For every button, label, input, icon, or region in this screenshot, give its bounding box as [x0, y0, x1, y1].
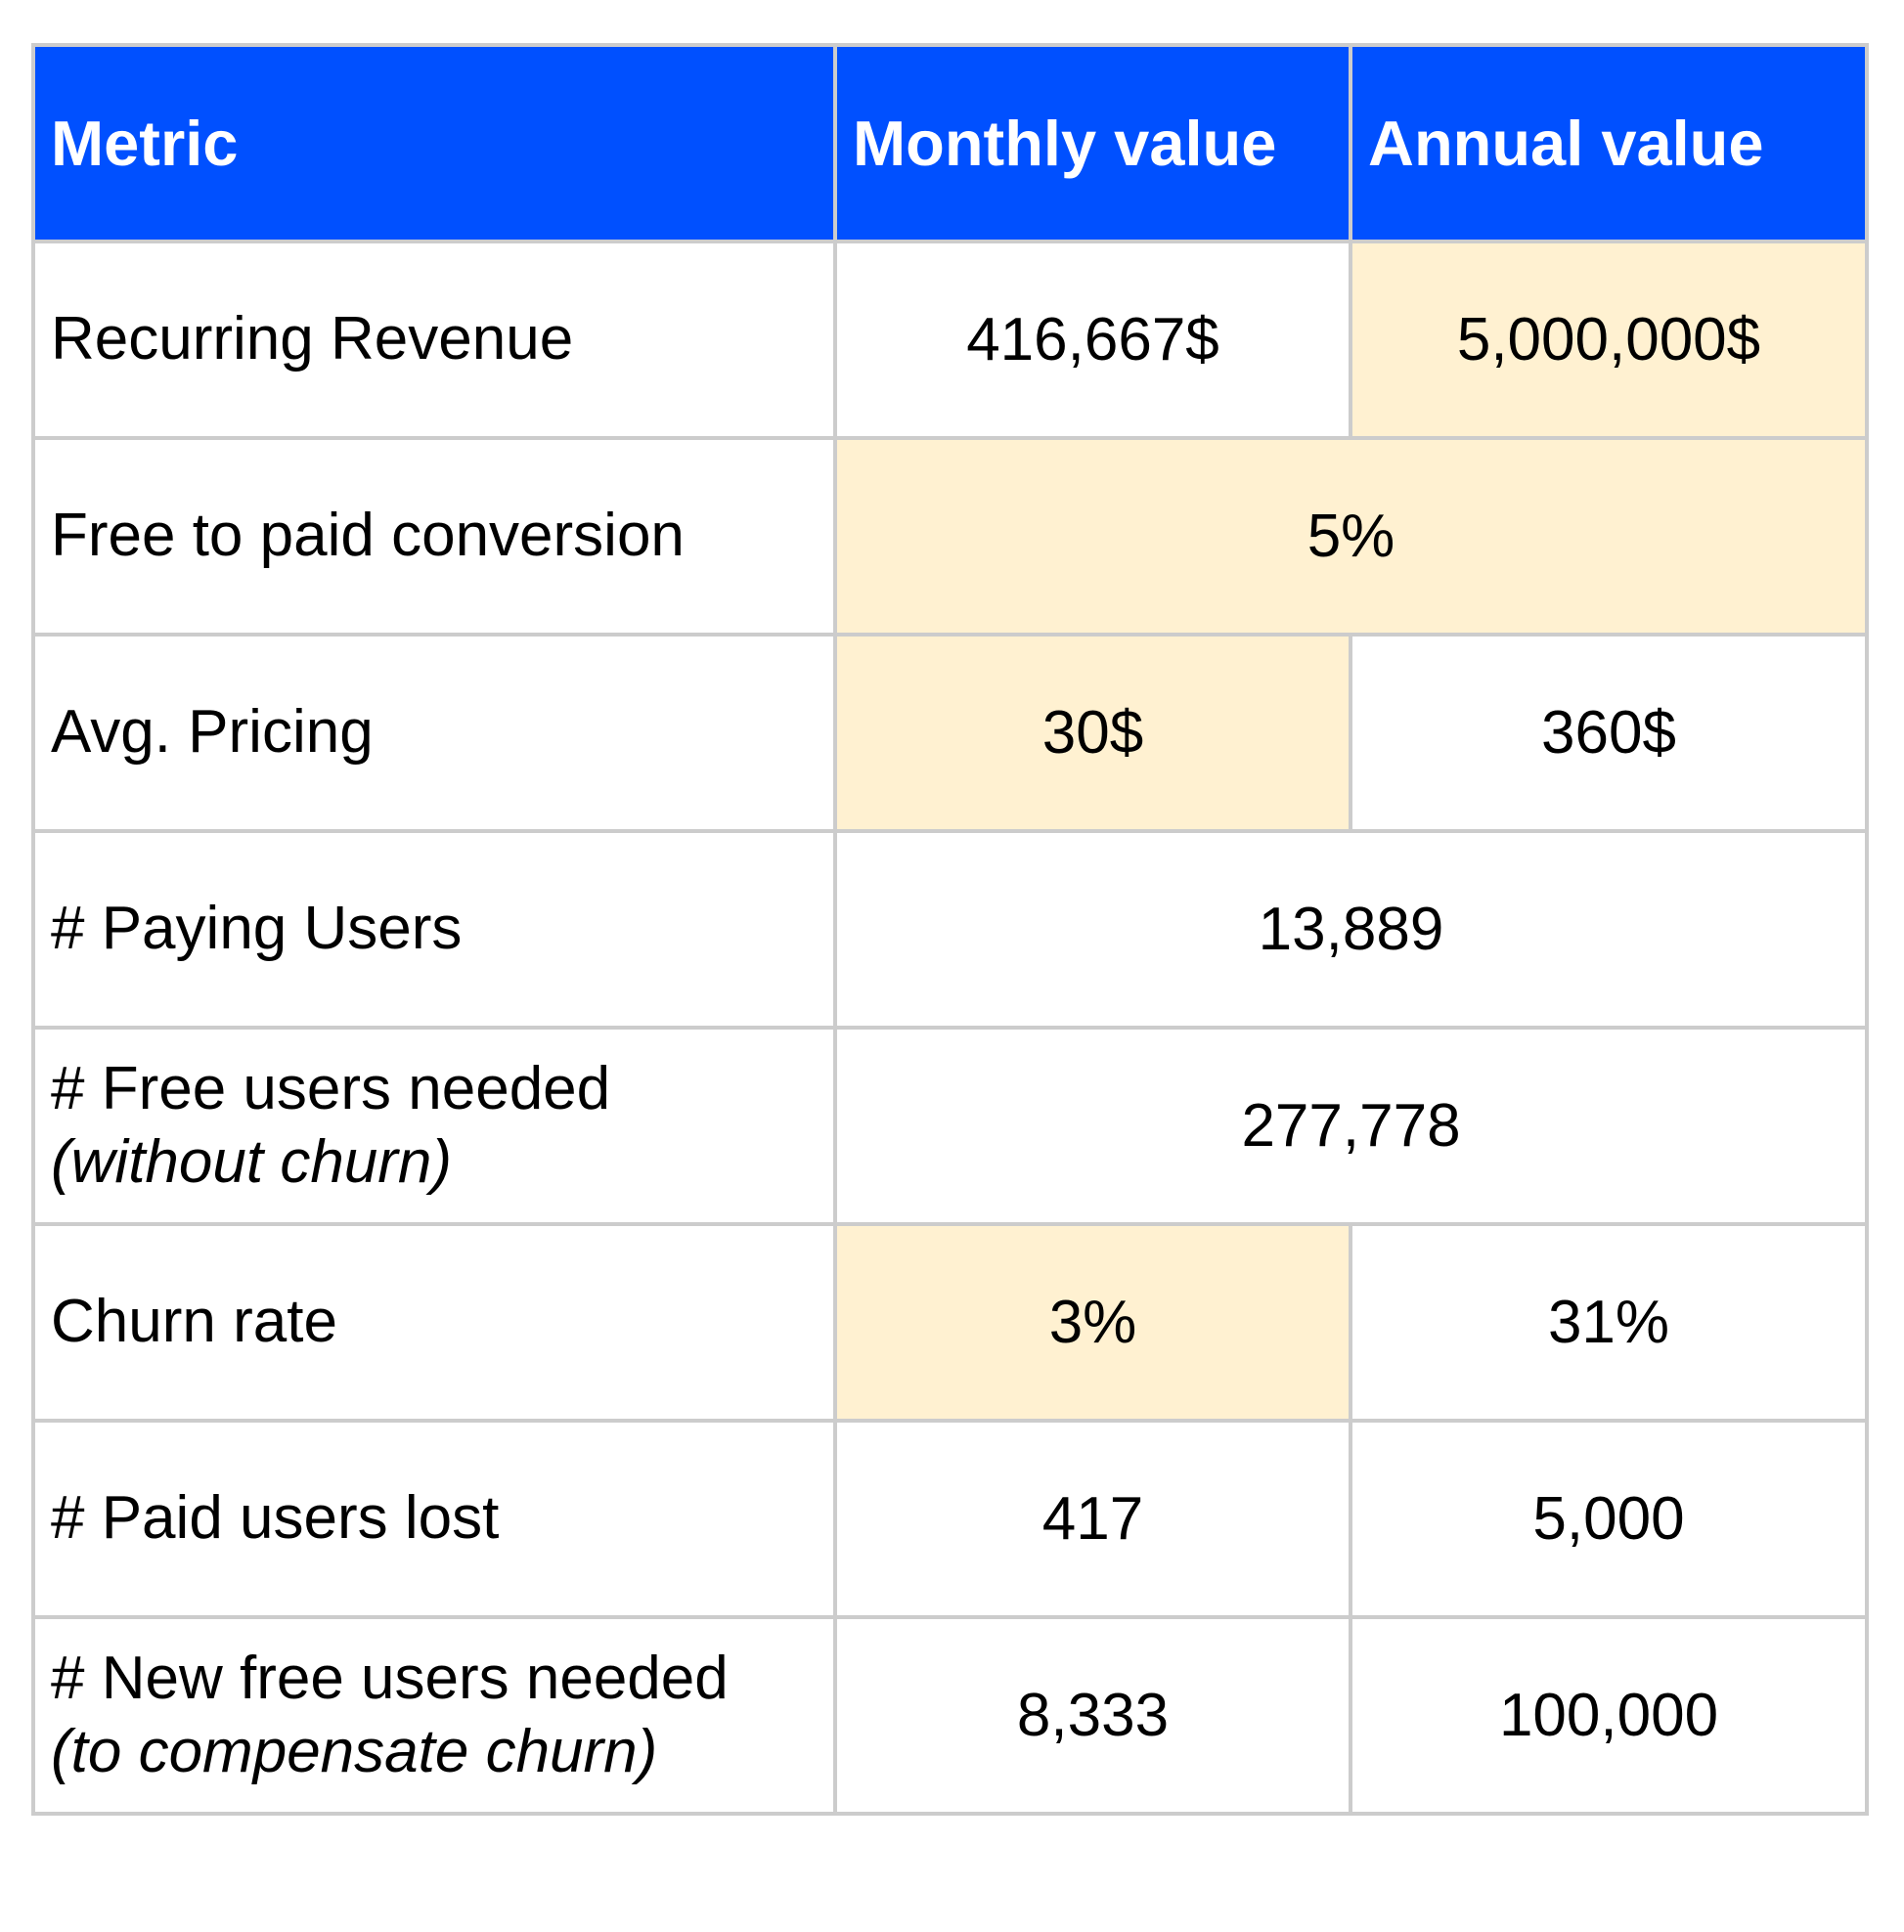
header-metric: Metric: [31, 43, 837, 243]
row-label-sub: (to compensate churn): [51, 1717, 658, 1785]
table-row: # Free users needed (without churn) 277,…: [31, 1026, 1869, 1226]
cell-monthly-recurring-revenue: 416,667$: [833, 240, 1352, 440]
header-row: Metric Monthly value Annual value: [31, 43, 1869, 243]
table-row: Recurring Revenue 416,667$ 5,000,000$: [31, 240, 1869, 440]
table-row: # New free users needed (to compensate c…: [31, 1615, 1869, 1816]
cell-free-users-needed: 277,778: [833, 1026, 1869, 1226]
cell-annual-paid-users-lost: 5,000: [1349, 1419, 1869, 1619]
cell-annual-churn-rate: 31%: [1349, 1222, 1869, 1423]
row-label-main: # Free users needed: [51, 1055, 611, 1123]
table-row: Churn rate 3% 31%: [31, 1222, 1869, 1423]
row-label-recurring-revenue: Recurring Revenue: [31, 240, 837, 440]
cell-free-to-paid-conversion: 5%: [833, 436, 1869, 637]
row-label-sub: (without churn): [51, 1127, 453, 1196]
row-label-avg-pricing: Avg. Pricing: [31, 633, 837, 833]
header-monthly-value: Monthly value: [833, 43, 1352, 243]
cell-monthly-churn-rate: 3%: [833, 1222, 1352, 1423]
row-label-new-free-users-needed: # New free users needed (to compensate c…: [31, 1615, 837, 1816]
table-row: Free to paid conversion 5%: [31, 436, 1869, 637]
row-label-free-to-paid-conversion: Free to paid conversion: [31, 436, 837, 637]
cell-annual-recurring-revenue: 5,000,000$: [1349, 240, 1869, 440]
header-annual-value: Annual value: [1349, 43, 1869, 243]
cell-monthly-paid-users-lost: 417: [833, 1419, 1352, 1619]
cell-monthly-avg-pricing: 30$: [833, 633, 1352, 833]
metrics-table: Metric Monthly value Annual value Recurr…: [31, 43, 1869, 1816]
table-row: Avg. Pricing 30$ 360$: [31, 633, 1869, 833]
row-label-churn-rate: Churn rate: [31, 1222, 837, 1423]
row-label-free-users-needed: # Free users needed (without churn): [31, 1026, 837, 1226]
cell-annual-new-free-users-needed: 100,000: [1349, 1615, 1869, 1816]
cell-annual-avg-pricing: 360$: [1349, 633, 1869, 833]
cell-monthly-new-free-users-needed: 8,333: [833, 1615, 1352, 1816]
cell-paying-users: 13,889: [833, 829, 1869, 1030]
row-label-paid-users-lost: # Paid users lost: [31, 1419, 837, 1619]
table-row: # Paying Users 13,889: [31, 829, 1869, 1030]
table-row: # Paid users lost 417 5,000: [31, 1419, 1869, 1619]
row-label-paying-users: # Paying Users: [31, 829, 837, 1030]
row-label-main: # New free users needed: [51, 1645, 729, 1713]
